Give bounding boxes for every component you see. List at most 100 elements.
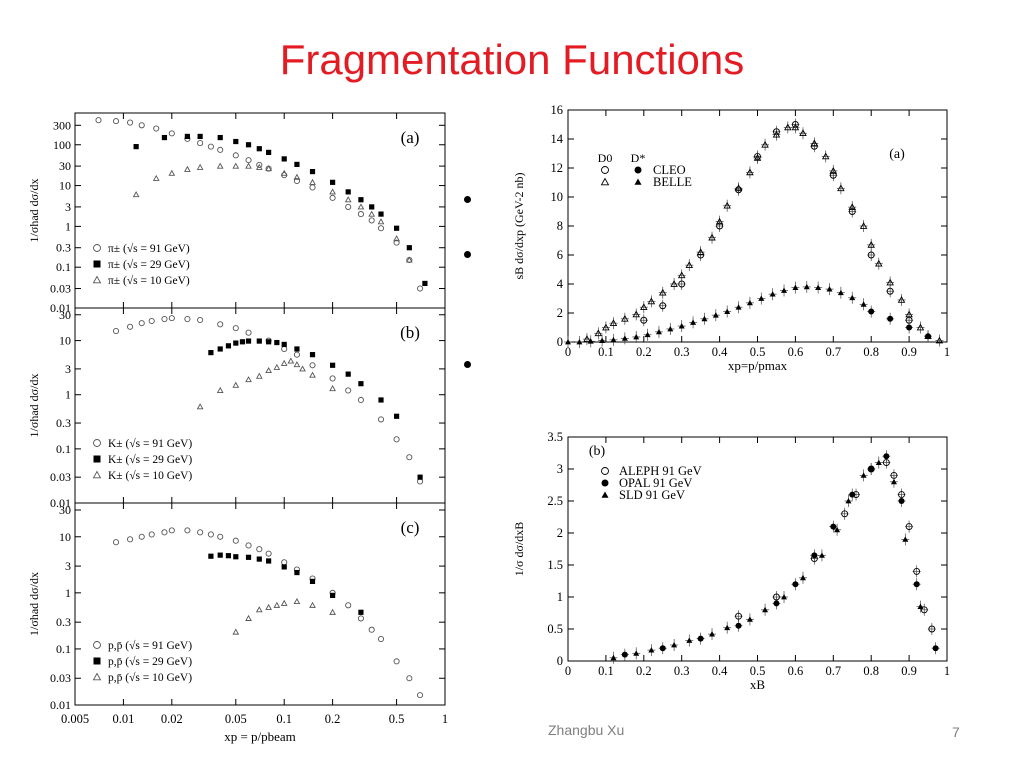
legend-entry: K± (√s = 29 GeV) [108, 453, 192, 466]
data-point [849, 491, 856, 498]
data-point [256, 546, 263, 553]
data-point [197, 140, 204, 147]
data-point [184, 316, 191, 323]
y-tick-label: 0.5 [547, 622, 563, 636]
data-point [245, 329, 252, 336]
data-point [849, 294, 856, 301]
data-point [265, 550, 272, 557]
data-point [93, 439, 101, 447]
data-point [621, 314, 629, 322]
data-point [867, 240, 875, 248]
data-point [406, 245, 412, 251]
data-point [913, 567, 921, 575]
data-point [245, 614, 252, 621]
data-point [184, 165, 191, 172]
data-point [184, 527, 191, 534]
data-point [207, 143, 214, 150]
data-point [422, 280, 428, 287]
data-point [784, 123, 792, 131]
data-point [601, 166, 609, 174]
data-point [309, 184, 316, 191]
data-point [393, 413, 400, 419]
data-point [377, 225, 385, 232]
data-point [287, 357, 295, 364]
data-point [928, 625, 936, 633]
data-point [799, 574, 806, 581]
data-point [93, 455, 101, 463]
data-point [184, 133, 190, 140]
data-point [925, 333, 932, 340]
data-point [599, 337, 606, 343]
data-point [127, 536, 134, 543]
data-point [405, 256, 413, 263]
data-point [393, 658, 400, 665]
data-point [208, 553, 214, 559]
data-point [746, 168, 754, 176]
x-axis-label: xp=p/pmax [728, 358, 788, 373]
data-point [281, 156, 287, 162]
data-point [753, 153, 762, 161]
bullet-marker [464, 361, 471, 368]
legend-entry: p,p̄ (√s = 91 GeV) [108, 639, 192, 652]
legend-entry: p,p̄ (√s = 29 GeV) [108, 655, 192, 668]
data-point [330, 592, 336, 599]
data-point [309, 168, 316, 175]
y-tick-label: 3.5 [547, 430, 563, 444]
y-tick-label: 0.03 [50, 671, 71, 685]
data-point [273, 363, 281, 370]
x-tick-label: 0.02 [161, 712, 183, 726]
data-point [601, 491, 609, 498]
data-point [799, 129, 807, 137]
data-point [609, 319, 618, 327]
data-point [734, 184, 743, 192]
data-point [393, 239, 400, 246]
data-point [196, 163, 204, 170]
data-point [245, 542, 252, 549]
x-tick-label: 0.2 [325, 712, 341, 726]
data-point [935, 336, 944, 344]
data-point [769, 291, 776, 297]
footer-author: Zhangbu Xu [548, 722, 625, 738]
data-point [723, 201, 731, 209]
data-point [378, 211, 384, 217]
data-point [587, 338, 594, 344]
data-point [161, 529, 168, 536]
data-point [265, 366, 272, 374]
data-point [677, 271, 686, 279]
data-point [148, 531, 155, 538]
data-point [859, 222, 868, 229]
data-point [92, 672, 102, 681]
left-figure-fragmentation-panels: 300 100 30 10 3 1 0.3 0.1 0.03 0.01 (a) 1/σhad dσ/d… [27, 112, 448, 744]
data-point [818, 552, 825, 558]
legend-entry: K± (√s = 91 GeV) [108, 437, 192, 450]
x-tick-label: 0 [565, 345, 571, 359]
data-point [357, 615, 364, 622]
x-tick-label: 0.1 [598, 345, 614, 359]
data-point [345, 387, 352, 394]
data-point [640, 303, 648, 311]
data-point [197, 133, 203, 140]
y-tick-label: 30 [59, 159, 71, 173]
data-point [329, 188, 336, 195]
data-point [601, 479, 609, 487]
data-point [724, 308, 731, 314]
y-tick-label: 14 [551, 132, 564, 146]
data-point [329, 608, 336, 615]
data-point [686, 637, 693, 643]
data-point [678, 323, 685, 329]
data-point [841, 510, 849, 518]
y-tick-label: 3 [65, 559, 71, 573]
data-point [671, 642, 678, 648]
data-point [112, 328, 120, 335]
data-point [633, 650, 640, 656]
data-point [821, 152, 830, 160]
data-point [197, 529, 204, 536]
data-point [848, 203, 857, 211]
data-point [905, 523, 913, 531]
data-point [393, 235, 400, 242]
y-tick-label: 0.3 [56, 241, 71, 255]
right-bottom-figure-b-hadron: 0 0.1 0.2 0.3 0.4 0.5 0.6 0.7 0.8 0.9 1 0 0.5 1 1.5 2 2.… [512, 430, 950, 692]
data-point [93, 641, 101, 649]
data-point [610, 654, 617, 661]
x-tick-label: 0.5 [750, 664, 766, 678]
